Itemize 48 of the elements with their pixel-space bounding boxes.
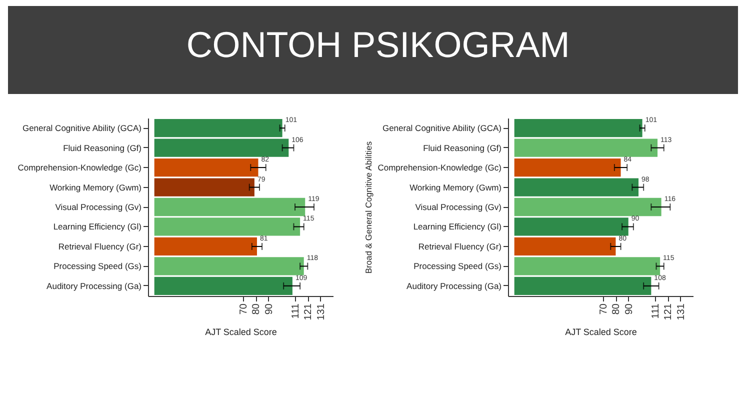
bar — [514, 178, 639, 196]
x-tick-label: 80 — [251, 303, 262, 315]
y-tick-label: Auditory Processing (Ga) — [46, 280, 142, 291]
y-tick-label: Learning Efficiency (Gl) — [53, 222, 142, 232]
y-axis-title: Broad & General Cognitive Abilities — [364, 141, 374, 274]
bar — [154, 276, 292, 296]
y-tick-label: Retrieval Fluency (Gr) — [58, 241, 142, 252]
bar — [514, 198, 662, 216]
y-tick-label: Fluid Reasoning (Gf) — [63, 142, 142, 153]
y-tick-label: Comprehension-Knowledge (Gc) — [18, 162, 142, 173]
x-tick-label: 70 — [238, 303, 250, 315]
y-tick-label: Learning Efficiency (Gl) — [413, 222, 502, 232]
x-tick-label: 121 — [303, 303, 314, 320]
y-tick-label: Retrieval Fluency (Gr) — [418, 241, 502, 252]
y-tick-label: Processing Speed (Gs) — [414, 261, 502, 272]
bar — [514, 257, 660, 276]
x-tick-label: 70 — [598, 303, 610, 315]
y-tick-label: Working Memory (Gwm) — [410, 182, 502, 192]
y-tick-label: Processing Speed (Gs) — [54, 261, 142, 272]
bar — [514, 138, 658, 157]
x-axis-title: AJT Scaled Score — [565, 327, 637, 338]
x-tick-label: 111 — [290, 303, 302, 319]
bar — [514, 118, 642, 138]
bar — [154, 158, 258, 177]
bar — [154, 178, 254, 196]
bar — [154, 237, 257, 256]
y-tick-label: Comprehension-Knowledge (Gc) — [378, 162, 502, 173]
x-tick-label: 131 — [316, 303, 327, 320]
chart-title: CONTOH PSIKOGRAM — [186, 24, 570, 65]
bar — [514, 218, 628, 236]
y-tick-label: Visual Processing (Gv) — [55, 202, 142, 212]
bar — [514, 276, 652, 296]
y-tick-label: Fluid Reasoning (Gf) — [423, 142, 502, 153]
y-tick-label: Visual Processing (Gv) — [415, 202, 502, 212]
y-tick-label: Working Memory (Gwm) — [50, 182, 142, 192]
x-tick-label: 111 — [650, 303, 662, 319]
y-tick-label: General Cognitive Ability (GCA) — [22, 123, 142, 134]
bar — [514, 237, 616, 256]
x-tick-label: 121 — [663, 303, 674, 320]
x-tick-label: 90 — [624, 303, 635, 315]
bar — [514, 158, 621, 177]
x-tick-label: 131 — [676, 303, 687, 320]
y-tick-label: General Cognitive Ability (GCA) — [382, 123, 502, 134]
x-tick-label: 80 — [611, 303, 622, 315]
y-tick-label: Auditory Processing (Ga) — [406, 280, 502, 291]
bar — [154, 257, 304, 276]
x-tick-label: 90 — [264, 303, 275, 315]
x-axis-title: AJT Scaled Score — [205, 327, 277, 338]
